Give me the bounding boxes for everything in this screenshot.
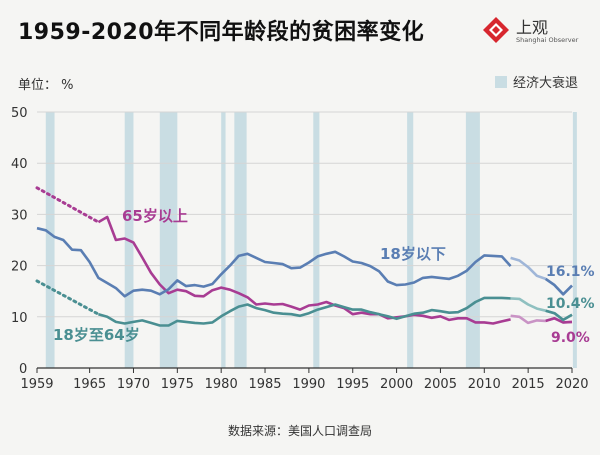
recession-band (407, 112, 414, 368)
legend: 经济大衰退 (494, 72, 578, 91)
series-dotted-segment (35, 279, 100, 316)
x-tick-label: 1990 (292, 377, 325, 392)
series-label-18-64: 18岁至64岁 (53, 326, 140, 344)
recession-band (159, 112, 178, 368)
series-line (36, 226, 512, 298)
y-tick-label: 40 (11, 157, 28, 172)
x-tick-label: 2005 (424, 377, 457, 392)
x-tick-label: 1965 (73, 377, 106, 392)
end-value-under-18: 16.1% (546, 264, 595, 280)
y-tick-label-zero: 0 (19, 362, 27, 377)
series-line (97, 215, 511, 325)
series-line-recent (545, 309, 573, 322)
series-lines (35, 186, 573, 327)
recession-band (313, 112, 320, 368)
y-tick-label: 50 (11, 106, 28, 121)
logo-subtitle: Shanghai Observer (516, 36, 579, 44)
logo-name: 上观 (516, 18, 549, 37)
chart-title: 1959-2020年不同年龄段的贫困率变化 (18, 20, 425, 45)
recession-band (45, 112, 55, 368)
x-tick-label: 1959 (20, 377, 53, 392)
series-line-recent (544, 277, 573, 296)
end-value-65-plus: 9.0% (551, 330, 590, 346)
y-tick-label: 30 (11, 208, 28, 223)
recession-band (234, 112, 247, 368)
series-labels: 65岁以上 18岁以下 18岁至64岁 16.1% 10.4% 9.0% (53, 207, 595, 346)
series-label-65-plus: 65岁以上 (122, 207, 188, 225)
x-tick-label: 2010 (468, 377, 501, 392)
recession-swatch (494, 75, 507, 88)
x-tick-label: 1970 (117, 377, 150, 392)
recession-band (221, 112, 226, 368)
legend-recession-label: 经济大衰退 (512, 76, 578, 91)
series-label-under-18: 18岁以下 (380, 245, 446, 263)
gridlines (37, 111, 572, 318)
recession-band (465, 112, 480, 368)
x-tick-label: 1980 (205, 377, 238, 392)
logo-icon (483, 17, 509, 43)
logo[interactable]: 上观 Shanghai Observer (482, 12, 586, 52)
series-line-recent (545, 316, 573, 324)
recession-band (572, 112, 577, 368)
x-tick-label: 2000 (380, 377, 413, 392)
x-tick-label: 2020 (555, 377, 588, 392)
x-tick-label: 1975 (161, 377, 194, 392)
x-tick-label: 1995 (336, 377, 369, 392)
y-tick-label: 20 (11, 260, 28, 275)
series-dotted-segment (35, 186, 100, 224)
source-note: 数据来源：美国人口调查局 (227, 424, 372, 438)
x-tick-label: 2015 (512, 377, 545, 392)
series-line (98, 296, 511, 327)
y-tick-label: 10 (11, 311, 28, 326)
x-tick-label: 1985 (248, 377, 281, 392)
y-axis-unit-label: 单位： % (18, 78, 74, 93)
end-value-18-64: 10.4% (546, 296, 595, 312)
